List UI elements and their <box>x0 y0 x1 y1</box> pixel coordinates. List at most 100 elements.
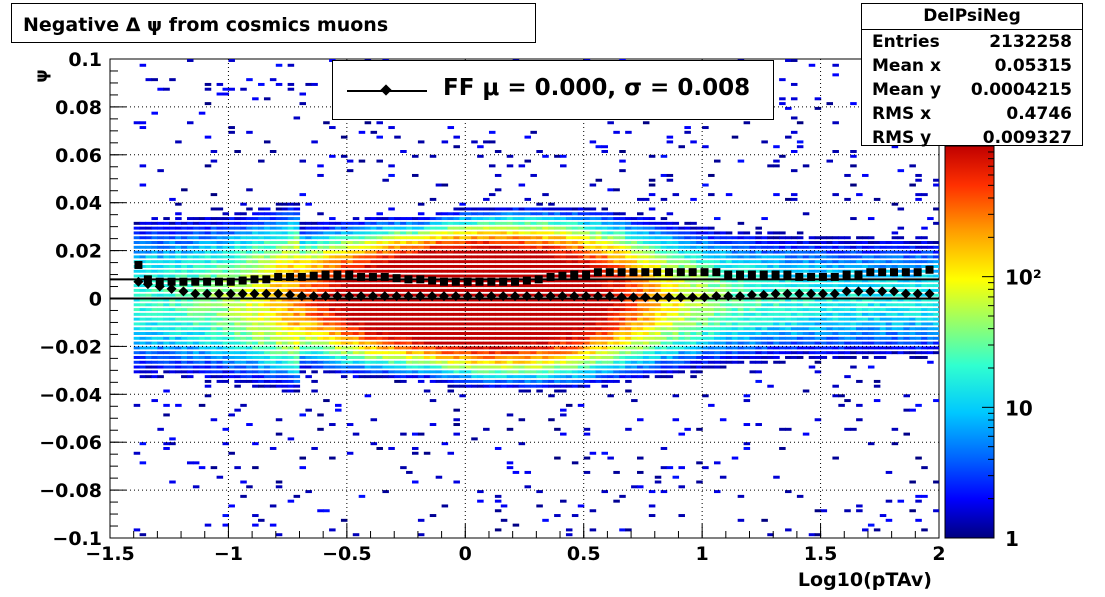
heatmap-cell <box>666 360 674 364</box>
heatmap-cell <box>909 274 916 278</box>
heatmap-cell <box>542 212 549 216</box>
heatmap-cell <box>459 312 466 316</box>
heatmap-cell <box>814 317 822 321</box>
heatmap-cell <box>524 288 532 292</box>
heatmap-cell <box>696 317 703 321</box>
heatmap-cell <box>163 226 170 230</box>
heatmap-cell <box>897 332 905 335</box>
heatmap-cell <box>435 274 443 278</box>
heatmap-cell <box>293 370 301 374</box>
heatmap-cell <box>311 322 318 326</box>
heatmap-cell <box>666 370 674 374</box>
heatmap-cell <box>246 317 253 321</box>
heatmap-cell <box>560 288 567 292</box>
heatmap-cell <box>263 360 271 364</box>
heatmap-cell <box>133 327 141 331</box>
heatmap-cell <box>773 332 780 335</box>
heatmap-cell <box>654 231 662 235</box>
heatmap-cell <box>406 264 413 268</box>
heatmap-cell <box>820 241 828 244</box>
heatmap-cell <box>186 245 194 249</box>
heatmap-cell <box>258 365 265 369</box>
heatmap-cell <box>423 274 431 278</box>
heatmap-cell <box>749 312 757 316</box>
heatmap-cell <box>133 336 141 340</box>
heatmap-cell <box>571 226 579 230</box>
heatmap-cell <box>465 379 472 383</box>
heatmap-cell <box>790 336 798 340</box>
heatmap-cell <box>388 284 395 288</box>
heatmap-cell <box>554 231 561 235</box>
heatmap-cell <box>548 288 555 292</box>
heatmap-cell <box>548 284 555 288</box>
heatmap-cell <box>388 322 395 326</box>
heatmap-cell <box>494 346 502 350</box>
heatmap-cell <box>447 384 455 388</box>
heatmap-cell <box>175 221 182 225</box>
heatmap-cell <box>411 298 419 302</box>
heatmap-cell <box>850 336 857 340</box>
heatmap-cell <box>814 284 822 288</box>
heatmap-cell <box>139 317 147 321</box>
heatmap-cell <box>293 274 301 278</box>
heatmap-cell <box>382 332 389 335</box>
heatmap-cell <box>204 312 212 316</box>
heatmap-cell <box>631 288 638 292</box>
heatmap-cell <box>258 317 265 321</box>
heatmap-cell <box>305 317 312 321</box>
heatmap-cell <box>388 317 395 321</box>
heatmap-cell <box>435 332 443 335</box>
heatmap-cell <box>637 327 644 331</box>
heatmap-cell <box>157 346 164 350</box>
heatmap-cell <box>909 327 916 331</box>
heatmap-cell <box>826 293 834 297</box>
heatmap-cell <box>625 379 632 383</box>
heatmap-cell <box>542 365 549 369</box>
heatmap-cell <box>429 327 437 331</box>
heatmap-cell <box>198 303 206 307</box>
heatmap-cell <box>560 269 567 273</box>
heatmap-cell <box>719 255 727 259</box>
heatmap-cell <box>867 264 875 268</box>
heatmap-cell <box>234 245 241 249</box>
heatmap-cell <box>536 370 543 374</box>
heatmap-cell <box>631 360 638 364</box>
heatmap-cell <box>400 312 407 316</box>
heatmap-cell <box>518 375 526 379</box>
heatmap-cell <box>619 494 626 498</box>
heatmap-cell <box>382 178 389 182</box>
heatmap-cell <box>802 303 810 307</box>
heatmap-cell <box>601 327 608 331</box>
heatmap-cell <box>536 202 543 206</box>
heatmap-cell <box>406 317 413 321</box>
heatmap-cell <box>275 355 283 359</box>
heatmap-cell <box>536 351 543 355</box>
heatmap-cell <box>536 260 543 264</box>
heatmap-cell <box>625 250 632 254</box>
heatmap-cell <box>850 365 857 369</box>
heatmap-cell <box>175 236 182 240</box>
heatmap-cell <box>642 346 650 350</box>
heatmap-cell <box>240 212 247 216</box>
heatmap-cell <box>269 375 277 379</box>
heatmap-cell <box>601 212 608 216</box>
heatmap-cell <box>186 284 194 288</box>
heatmap-cell <box>885 274 893 278</box>
heatmap-cell <box>879 264 887 268</box>
heatmap-cell <box>151 78 158 82</box>
heatmap-cell <box>335 332 342 335</box>
heatmap-cell <box>684 365 691 369</box>
heatmap-cell <box>145 327 153 331</box>
heatmap-cell <box>204 298 212 302</box>
heatmap-cell <box>702 241 709 244</box>
heatmap-cell <box>400 346 407 350</box>
heatmap-cell <box>891 260 899 264</box>
heatmap-cell <box>785 351 792 355</box>
heatmap-cell <box>708 322 715 326</box>
heatmap-cell <box>637 365 644 369</box>
heatmap-cell <box>275 336 283 340</box>
heatmap-cell <box>246 370 253 374</box>
heatmap-cell <box>512 269 520 273</box>
heatmap-cell <box>814 269 822 273</box>
heatmap-cell <box>530 212 537 216</box>
